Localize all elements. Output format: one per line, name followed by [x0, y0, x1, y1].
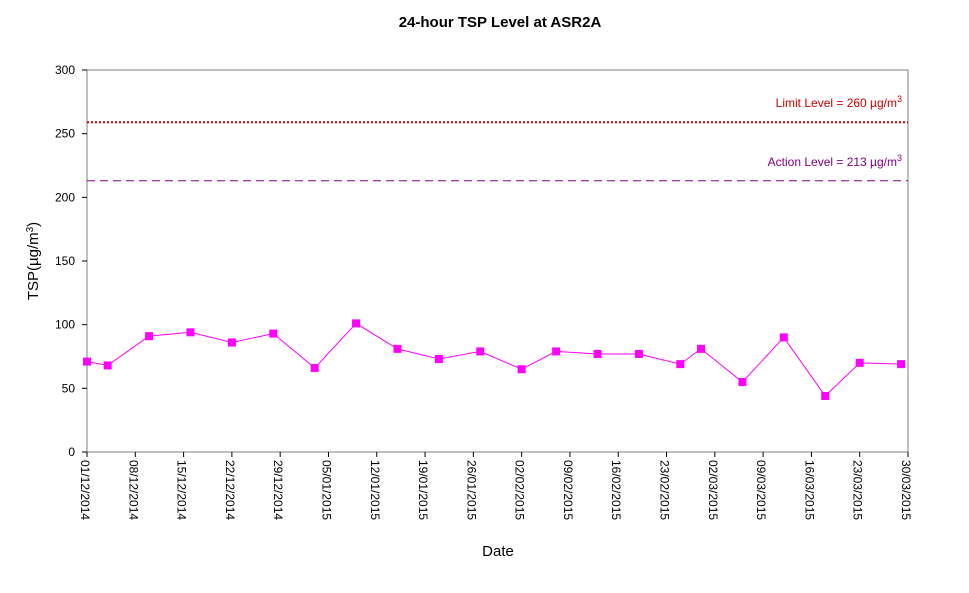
data-point	[352, 319, 361, 328]
x-axis-title: Date	[482, 543, 514, 560]
y-tick-label: 100	[55, 318, 75, 332]
data-point	[83, 357, 91, 366]
x-tick-label: 29/12/2014	[271, 460, 285, 520]
y-axis-title: TSP(µg/m3)	[25, 222, 43, 300]
data-point	[593, 349, 602, 358]
x-axis: 01/12/2014 08/12/2014 15/12/2014 22/12/2014…	[78, 452, 913, 520]
x-tick-label: 23/03/2015	[851, 460, 865, 520]
data-point	[103, 361, 112, 370]
data-point	[779, 333, 788, 342]
y-axis-title-close: )	[25, 222, 42, 227]
reference-line-label-main: Action Level = 213 µg/m	[768, 155, 897, 169]
chart-title: 24-hour TSP Level at ASR2A	[399, 14, 602, 31]
x-tick-label: 23/02/2015	[658, 460, 672, 520]
data-point	[897, 360, 906, 369]
data-point	[821, 391, 830, 400]
x-tick-label: 02/03/2015	[706, 460, 720, 520]
data-point	[517, 365, 526, 374]
y-tick-label: 0	[68, 445, 75, 459]
y-tick-label: 250	[55, 127, 75, 141]
data-point	[186, 328, 195, 337]
data-point	[855, 358, 864, 367]
reference-line-label-main: Limit Level = 260 µg/m	[776, 96, 897, 110]
series-line	[86, 322, 902, 397]
data-point	[476, 347, 485, 356]
data-point	[634, 349, 643, 358]
x-tick-label: 15/12/2014	[175, 460, 189, 520]
data-point	[393, 344, 402, 353]
data-point	[552, 347, 561, 356]
plot-area	[86, 69, 909, 453]
y-axis-title-main: TSP(µg/m	[25, 232, 42, 300]
x-tick-label: 01/12/2014	[78, 460, 92, 520]
x-tick-label: 02/02/2015	[513, 460, 527, 520]
y-tick-label: 200	[55, 190, 75, 204]
y-tick-label: 50	[62, 381, 76, 395]
data-point	[227, 338, 236, 347]
data-point	[145, 332, 154, 341]
x-tick-label: 08/12/2014	[126, 460, 140, 520]
x-tick-label: 05/01/2015	[319, 460, 333, 520]
series-layer	[83, 319, 906, 400]
x-tick-label: 16/02/2015	[609, 460, 623, 520]
y-tick-label: 150	[55, 254, 75, 268]
x-tick-label: 22/12/2014	[223, 460, 237, 520]
x-tick-label: 26/01/2015	[464, 460, 478, 520]
reference-line-label-sup: 3	[897, 94, 902, 104]
x-tick-label: 30/03/2015	[899, 460, 913, 520]
reference-line-label: Limit Level = 260 µg/m3	[776, 94, 902, 110]
y-axis-title-sup: 3	[25, 226, 36, 232]
x-tick-label: 09/02/2015	[561, 460, 575, 520]
x-tick-label: 12/01/2015	[368, 460, 382, 520]
reference-line-label-sup: 3	[897, 153, 902, 163]
x-tick-label: 16/03/2015	[802, 460, 816, 520]
data-point	[269, 329, 278, 338]
data-point	[310, 363, 319, 372]
data-point	[434, 355, 443, 364]
data-point	[697, 344, 706, 353]
y-axis: 0 50 100 150 200 250 300	[55, 63, 87, 459]
x-tick-label: 09/03/2015	[754, 460, 768, 520]
y-tick-label: 300	[55, 63, 75, 77]
data-point	[676, 360, 685, 369]
reference-line-label: Action Level = 213 µg/m3	[768, 153, 902, 169]
data-point	[738, 377, 747, 386]
x-tick-label: 19/01/2015	[416, 460, 430, 520]
